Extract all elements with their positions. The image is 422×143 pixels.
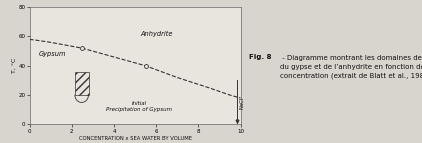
Text: Initial
Precipitation of Gypsum: Initial Precipitation of Gypsum [106, 101, 172, 112]
Text: Gypsum: Gypsum [39, 51, 67, 57]
Text: Anhydrite: Anhydrite [140, 30, 173, 37]
Text: - Diagramme montrant les domaines de stabilité
du gypse et de l’anhydrite en fon: - Diagramme montrant les domaines de sta… [280, 54, 422, 79]
Bar [75, 72, 89, 95]
X-axis label: CONCENTRATION x SEA WATER BY VOLUME: CONCENTRATION x SEA WATER BY VOLUME [78, 136, 192, 141]
Text: Fig. 8: Fig. 8 [249, 54, 271, 60]
Text: NaCl: NaCl [239, 96, 244, 109]
Y-axis label: T, °C: T, °C [12, 58, 17, 74]
